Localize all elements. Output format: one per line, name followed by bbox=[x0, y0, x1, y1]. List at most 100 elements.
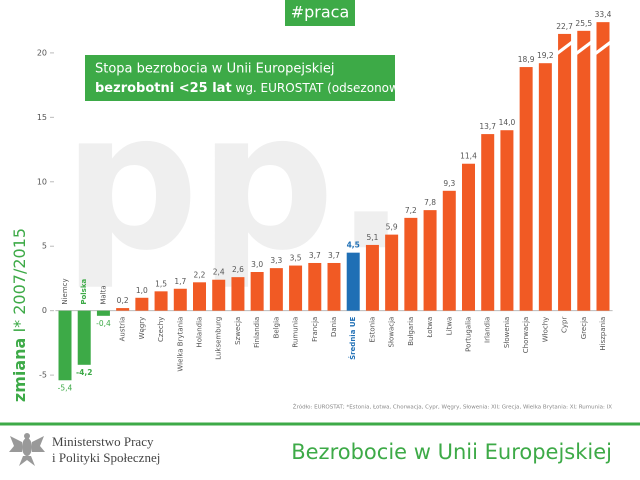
footer-org: Ministerstwo Pracy bbox=[52, 434, 154, 449]
bar bbox=[481, 134, 495, 311]
value-label: -4,2 bbox=[76, 368, 92, 377]
bar bbox=[154, 291, 168, 311]
bar bbox=[193, 282, 207, 311]
value-label: 14,0 bbox=[499, 118, 516, 127]
value-label: 3,7 bbox=[309, 251, 321, 260]
bar bbox=[96, 310, 110, 316]
value-label: 7,8 bbox=[424, 198, 436, 207]
x-tick-label: Portugalia bbox=[464, 317, 472, 352]
bar bbox=[135, 297, 149, 311]
value-label: 1,0 bbox=[136, 286, 148, 295]
logo bbox=[9, 433, 45, 466]
subtitle: wg. EUROSTAT (odsezonowana) bbox=[236, 81, 426, 95]
bar bbox=[577, 30, 591, 311]
value-label: 4,5 bbox=[347, 241, 360, 250]
x-tick-label: Cypr bbox=[561, 317, 569, 333]
y-tick-label: -5 bbox=[39, 371, 47, 380]
x-tick-label: Łotwa bbox=[426, 317, 434, 339]
bar bbox=[461, 163, 475, 311]
bar bbox=[423, 210, 437, 311]
x-tick-label: Bułgaria bbox=[407, 317, 415, 346]
header: #praca bbox=[291, 3, 350, 22]
value-label: 2,4 bbox=[213, 268, 225, 277]
source: Źródło: EUROSTAT; *Estonia, Łotwa, Chorw… bbox=[293, 403, 612, 411]
bar bbox=[231, 277, 245, 311]
x-tick-label: Finlandia bbox=[253, 317, 261, 348]
y-axis-label: zmiana I* 2007/2015 bbox=[10, 228, 29, 402]
value-label: 9,3 bbox=[443, 179, 455, 188]
footer-title: Bezrobocie w Unii Europejskiej bbox=[291, 440, 612, 464]
value-label: 13,7 bbox=[479, 122, 496, 131]
value-label: 11,4 bbox=[460, 152, 477, 161]
bar bbox=[58, 310, 72, 381]
value-label: 3,3 bbox=[270, 256, 282, 265]
x-tick-label: Słowenia bbox=[503, 317, 511, 348]
x-tick-label: Czechy bbox=[157, 317, 165, 342]
value-label: 2,6 bbox=[232, 265, 244, 274]
bar bbox=[346, 252, 360, 311]
axis-break bbox=[556, 39, 573, 56]
x-tick-label: Dania bbox=[330, 317, 338, 337]
bar bbox=[596, 22, 610, 311]
value-label: 3,0 bbox=[251, 260, 263, 269]
x-tick-label: Austria bbox=[119, 317, 127, 342]
bar bbox=[404, 217, 418, 311]
title-box bbox=[85, 55, 395, 101]
x-tick-label: Belgia bbox=[272, 317, 280, 339]
axis-break bbox=[594, 39, 611, 56]
bar bbox=[385, 234, 399, 311]
value-label: 3,5 bbox=[290, 254, 302, 263]
chart-title: Stopa bezrobocia w Unii Europejskiej bbox=[95, 62, 335, 77]
y-tick-label: 0 bbox=[42, 306, 47, 315]
x-tick-label: Średnia UE bbox=[348, 316, 357, 359]
bar bbox=[269, 268, 283, 311]
x-tick-label: Malta bbox=[99, 285, 107, 304]
plot: -5 0 5 10 15 20 -5,4 Niemcy -4,2 Polska -0,4 Malta 0… bbox=[37, 10, 613, 392]
y-label: I* 2007/2015 bbox=[10, 228, 29, 333]
x-tick-label: Wielka Brytania bbox=[176, 317, 184, 372]
chart-subtitle: bezrobotni <25 lat wg. EUROSTAT (odsezon… bbox=[95, 81, 426, 96]
x-tick-label: Niemcy bbox=[61, 278, 69, 304]
bar bbox=[365, 244, 379, 311]
x-tick-label: Francja bbox=[311, 317, 319, 342]
value-label: 19,2 bbox=[537, 51, 554, 60]
bar bbox=[308, 262, 322, 311]
x-tick-label: Polska bbox=[80, 279, 88, 305]
value-label: 1,5 bbox=[155, 279, 167, 288]
value-label: 25,5 bbox=[575, 19, 592, 28]
value-label: 22,7 bbox=[556, 22, 573, 31]
value-label: 5,1 bbox=[366, 233, 378, 242]
value-label: 0,2 bbox=[117, 296, 129, 305]
axis-break bbox=[575, 39, 592, 56]
x-tick-label: Luksemburg bbox=[215, 317, 223, 360]
x-tick-label: Chorwacja bbox=[522, 317, 530, 354]
bar bbox=[77, 310, 91, 365]
value-label: 7,2 bbox=[405, 206, 417, 215]
subtitle-bold: bezrobotni <25 lat bbox=[95, 81, 232, 96]
bar bbox=[289, 265, 303, 311]
bar bbox=[538, 63, 552, 311]
y-tick-label: 20 bbox=[37, 48, 47, 57]
x-tick-label: Litwa bbox=[445, 317, 453, 336]
x-tick-label: Holandia bbox=[196, 317, 204, 348]
y-tick-label: 5 bbox=[42, 242, 47, 251]
bar bbox=[116, 308, 130, 311]
y-label-bold: zmiana bbox=[10, 338, 29, 402]
value-label: 5,9 bbox=[386, 223, 398, 232]
bar bbox=[173, 288, 187, 311]
footer-org: i Polityki Społecznej bbox=[52, 450, 160, 465]
value-label: 33,4 bbox=[595, 10, 612, 19]
x-tick-label: Hiszpania bbox=[599, 317, 607, 351]
value-label: 2,2 bbox=[194, 270, 206, 279]
x-tick-label: Słowacja bbox=[388, 317, 396, 348]
bar bbox=[327, 262, 341, 311]
x-tick-label: Estonia bbox=[368, 317, 376, 343]
header-box bbox=[285, 0, 355, 26]
x-tick-label: Szwecja bbox=[234, 317, 242, 345]
x-tick-label: Rumunia bbox=[292, 317, 300, 348]
bar bbox=[519, 67, 533, 311]
value-label: -5,4 bbox=[58, 383, 73, 392]
bar bbox=[442, 190, 456, 311]
x-tick-label: Węgry bbox=[138, 317, 146, 340]
